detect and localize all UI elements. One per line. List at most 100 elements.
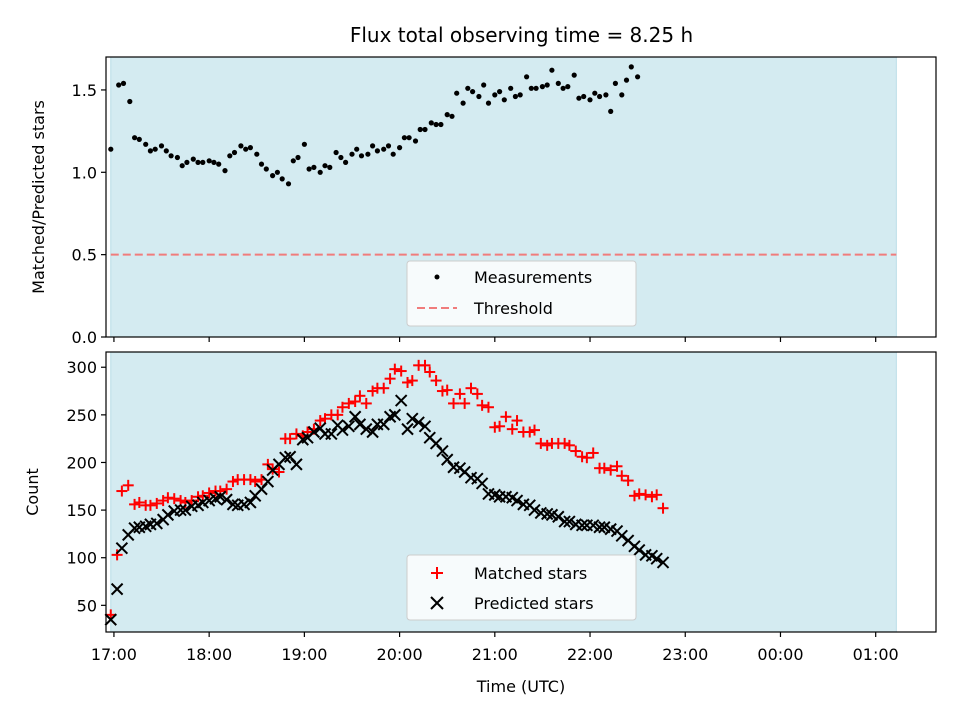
matched-star-point [151,497,163,509]
measurement-point [508,85,514,91]
matched-star-point [500,411,512,423]
measurement-point [333,149,339,156]
bottom-y-tick-label: 150 [66,501,97,520]
matched-star-point [640,489,652,501]
measurement-point [465,85,471,91]
measurement-point [120,80,127,86]
bottom-plot-frame [105,351,937,633]
predicted-star-point [401,422,414,436]
predicted-star-point [104,613,117,626]
measurement-point [428,120,434,126]
measurement-point [327,164,333,170]
matched-star-point [448,397,460,409]
measurement-point [571,72,577,78]
measurement-point [438,121,444,128]
matched-star-point [354,390,366,402]
measurement-point [365,151,371,157]
measurement-point [444,112,450,118]
measurement-point [354,146,360,152]
bottom-x-tick-label: 01:00 [853,645,899,664]
matched-star-point [535,437,547,449]
legend-marker-measurements [434,274,440,280]
measurement-point [231,149,238,156]
measurement-point [597,93,603,100]
measurement-point [132,135,138,141]
top-y-axis-label: Matched/Predicted stars [29,100,48,294]
bottom-y-tick-label: 50 [77,596,97,615]
matched-star-point [511,415,523,427]
matched-star-point [611,460,623,472]
bottom-y-tick-label: 300 [66,358,97,377]
measurement-point [544,82,550,88]
measurement-point [412,138,419,144]
measurement-point [127,98,133,105]
predicted-star-point [412,416,425,429]
predicted-star-point [528,503,541,517]
top-legend: Measurements Threshold [406,260,637,327]
measurement-point [174,154,180,161]
measurement-point [528,85,534,91]
measurement-point [179,163,185,169]
bottom-x-tick-label: 00:00 [757,645,803,664]
x-axis-label: Time (UTC) [476,677,565,696]
predicted-star-point [128,521,141,535]
predicted-star-point [279,451,292,464]
measurement-point [565,84,571,90]
bottom-y-tick-label: 250 [66,406,97,425]
matched-star-point [284,433,296,445]
predicted-star-point [290,458,303,471]
measurement-point [533,85,539,91]
matched-star-point [482,401,494,413]
measurement-point [381,146,387,152]
measurement-point [295,154,301,161]
measurement-point [560,85,566,91]
predicted-star-point [388,408,402,422]
top-x-axis [113,337,877,342]
measurement-point [238,143,244,149]
matched-star-point [332,409,344,421]
predicted-star-point [353,418,367,431]
matched-star-point [471,388,483,400]
predicted-star-point [418,420,432,433]
measurement-point [227,153,233,159]
measurement-point [454,90,460,96]
predicted-star-point [510,494,524,507]
matched-star-point [360,397,372,409]
measurement-point [485,100,492,106]
measurement-point [270,173,276,179]
matched-star-point [616,470,628,482]
measurement-point [349,151,355,157]
matched-stars-series [105,359,669,621]
measurement-point [216,161,222,167]
measurement-point [397,145,403,151]
matched-star-point [459,397,471,409]
measurement-point [481,82,487,88]
measurement-point [433,121,439,128]
matched-star-point [221,483,233,495]
measurement-point [116,82,122,88]
matched-star-point [144,499,156,511]
measurement-point [628,64,634,70]
predicted-star-point [436,444,449,458]
predicted-star-point [348,410,362,423]
matched-star-point [378,382,390,394]
top-y-tick-label: 0.5 [72,246,97,265]
measurement-point [417,126,423,133]
predicted-star-point [575,519,589,532]
matched-star-point [441,384,453,396]
measurement-point [635,74,641,80]
matched-star-point [528,424,540,436]
measurement-point [358,153,365,159]
bottom-x-tick-label: 19:00 [281,645,327,664]
matched-star-point [646,491,658,503]
matched-star-point [622,475,634,487]
measurement-point [492,92,498,98]
measurement-point [301,141,307,147]
top-y-tick-label: 1.0 [72,163,97,182]
measurement-point [576,95,582,101]
measurement-point [390,151,396,157]
measurement-point [619,92,625,98]
predicted-star-point [325,427,338,441]
matched-star-point [494,420,506,432]
predicted-star-point [633,543,646,557]
